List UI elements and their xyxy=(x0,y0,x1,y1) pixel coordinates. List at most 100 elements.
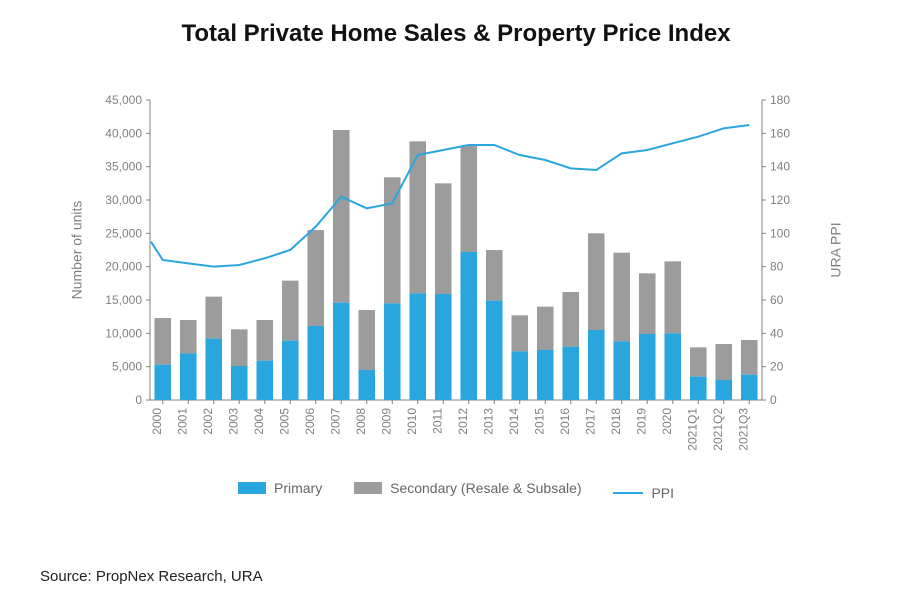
svg-text:2001: 2001 xyxy=(175,408,189,435)
bar-secondary xyxy=(664,261,681,333)
bar-primary xyxy=(562,347,579,400)
bar-primary xyxy=(154,365,171,400)
svg-text:2013: 2013 xyxy=(481,408,495,435)
svg-text:0: 0 xyxy=(770,393,777,407)
bar-secondary xyxy=(180,320,197,353)
svg-text:180: 180 xyxy=(770,93,790,107)
svg-text:2021Q1: 2021Q1 xyxy=(685,408,699,451)
svg-text:2014: 2014 xyxy=(507,408,521,435)
bar-primary xyxy=(384,303,401,400)
bar-secondary xyxy=(741,340,758,375)
bar-primary xyxy=(741,375,758,400)
bar-primary xyxy=(256,361,273,400)
y-axis-right-label-text: URA PPI xyxy=(828,222,844,277)
svg-text:2012: 2012 xyxy=(456,408,470,435)
svg-text:2011: 2011 xyxy=(430,408,444,434)
bar-primary xyxy=(180,353,197,400)
bar-secondary xyxy=(613,253,630,342)
bar-primary xyxy=(231,366,248,400)
svg-text:80: 80 xyxy=(770,260,784,274)
svg-text:2008: 2008 xyxy=(354,408,368,435)
svg-text:140: 140 xyxy=(770,160,790,174)
bar-secondary xyxy=(435,183,452,294)
svg-text:40: 40 xyxy=(770,326,784,340)
chart-svg: 0 5,000 10,000 15,000 20,000 25,000 30,000 35,0… xyxy=(60,80,852,480)
svg-text:120: 120 xyxy=(770,193,790,207)
svg-text:2016: 2016 xyxy=(558,408,572,435)
svg-text:10,000: 10,000 xyxy=(105,326,142,340)
svg-text:2005: 2005 xyxy=(277,408,291,435)
legend-item-ppi: PPI xyxy=(613,485,674,501)
legend-swatch-primary xyxy=(238,482,266,494)
legend-label-secondary: Secondary (Resale & Subsale) xyxy=(390,480,581,496)
source-text-label: Source: PropNex Research, URA xyxy=(40,568,263,585)
bar-primary xyxy=(588,330,605,400)
svg-text:2000: 2000 xyxy=(150,408,164,435)
svg-text:25,000: 25,000 xyxy=(105,226,142,240)
bar-primary xyxy=(486,301,503,400)
legend-item-primary: Primary xyxy=(238,480,322,496)
legend-label-ppi: PPI xyxy=(651,485,674,501)
svg-text:2007: 2007 xyxy=(328,408,342,435)
bar-primary xyxy=(435,294,452,400)
bar-primary xyxy=(282,341,299,400)
bar-secondary xyxy=(256,320,273,361)
bar-primary xyxy=(537,350,554,400)
bar-secondary xyxy=(231,329,248,366)
svg-text:2021Q3: 2021Q3 xyxy=(736,408,750,451)
chart-title: Total Private Home Sales & Property Pric… xyxy=(0,20,912,48)
chart-page: { "title": "Total Private Home Sales & P… xyxy=(0,0,912,607)
svg-text:45,000: 45,000 xyxy=(105,93,142,107)
bar-secondary xyxy=(486,250,503,301)
bar-secondary xyxy=(511,315,528,351)
bar-secondary xyxy=(205,297,222,339)
svg-text:20: 20 xyxy=(770,360,784,374)
bar-primary xyxy=(639,334,656,400)
svg-text:2017: 2017 xyxy=(583,408,597,435)
svg-text:15,000: 15,000 xyxy=(105,293,142,307)
bar-primary xyxy=(460,252,477,400)
bar-secondary xyxy=(537,307,554,350)
svg-text:0: 0 xyxy=(135,393,142,407)
chart-title-text: Total Private Home Sales & Property Pric… xyxy=(181,20,730,47)
legend-label-primary: Primary xyxy=(274,480,322,496)
svg-text:30,000: 30,000 xyxy=(105,193,142,207)
svg-text:35,000: 35,000 xyxy=(105,160,142,174)
legend-swatch-secondary xyxy=(354,482,382,494)
bar-secondary xyxy=(358,310,375,370)
bar-secondary xyxy=(307,230,324,326)
bar-primary xyxy=(409,293,426,400)
svg-text:2018: 2018 xyxy=(609,408,623,435)
y-axis-left-label: Number of units xyxy=(66,80,86,420)
chart-area: Number of units URA PPI 0 5,000 10,000 15,0… xyxy=(60,80,852,500)
bar-secondary xyxy=(562,292,579,347)
bar-primary xyxy=(333,303,350,400)
bar-secondary xyxy=(715,344,732,380)
y-axis-left-label-text: Number of units xyxy=(68,201,84,300)
bar-primary xyxy=(358,370,375,400)
bar-primary xyxy=(664,333,681,400)
bar-primary xyxy=(690,377,707,400)
bar-primary xyxy=(307,326,324,400)
legend: Primary Secondary (Resale & Subsale) PPI xyxy=(60,480,852,501)
svg-text:40,000: 40,000 xyxy=(105,126,142,140)
svg-text:2015: 2015 xyxy=(532,408,546,435)
svg-text:2020: 2020 xyxy=(660,408,674,435)
legend-swatch-ppi xyxy=(613,492,643,494)
svg-text:2010: 2010 xyxy=(405,408,419,435)
svg-text:20,000: 20,000 xyxy=(105,260,142,274)
legend-item-secondary: Secondary (Resale & Subsale) xyxy=(354,480,581,496)
bar-secondary xyxy=(333,130,350,303)
bar-secondary xyxy=(154,318,171,365)
svg-text:5,000: 5,000 xyxy=(112,360,142,374)
bar-secondary xyxy=(639,273,656,334)
svg-text:2009: 2009 xyxy=(379,408,393,435)
svg-text:2021Q2: 2021Q2 xyxy=(711,408,725,451)
bar-secondary xyxy=(384,177,401,303)
bar-secondary xyxy=(588,233,605,330)
svg-text:100: 100 xyxy=(770,226,790,240)
svg-text:60: 60 xyxy=(770,293,784,307)
svg-text:2003: 2003 xyxy=(226,408,240,435)
bar-secondary xyxy=(690,347,707,376)
bar-primary xyxy=(205,339,222,400)
